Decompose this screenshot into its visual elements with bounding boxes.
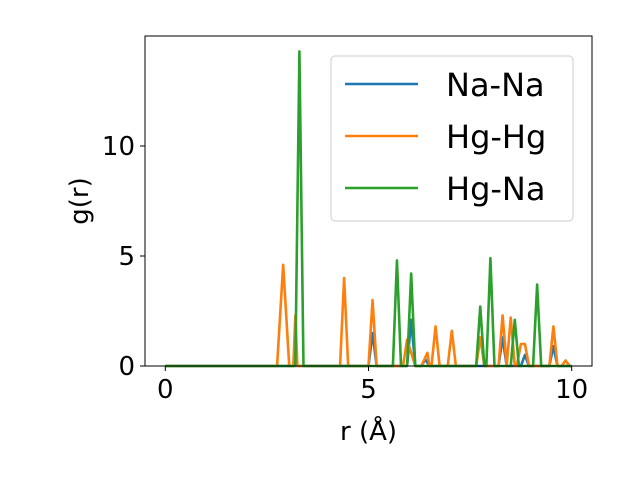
y-tick-label: 5 [118, 242, 135, 272]
x-tick-label: 0 [157, 375, 174, 405]
y-axis-label: g(r) [65, 177, 95, 224]
y-tick-label: 0 [118, 352, 135, 382]
y-tick-label: 10 [102, 132, 135, 162]
legend-label: Hg-Hg [446, 118, 546, 156]
legend: Na-Na Hg-Hg Hg-Na [330, 55, 574, 222]
legend-label: Na-Na [446, 66, 545, 104]
axis-ticks: 0 5 10 0 5 10 [102, 132, 588, 405]
x-tick-label: 5 [360, 375, 377, 405]
series-line-hg-hg [165, 263, 572, 368]
x-tick-label: 10 [555, 375, 588, 405]
legend-label: Hg-Na [446, 170, 545, 208]
x-axis-label: r (Å) [340, 415, 397, 447]
legend-box [330, 55, 574, 222]
